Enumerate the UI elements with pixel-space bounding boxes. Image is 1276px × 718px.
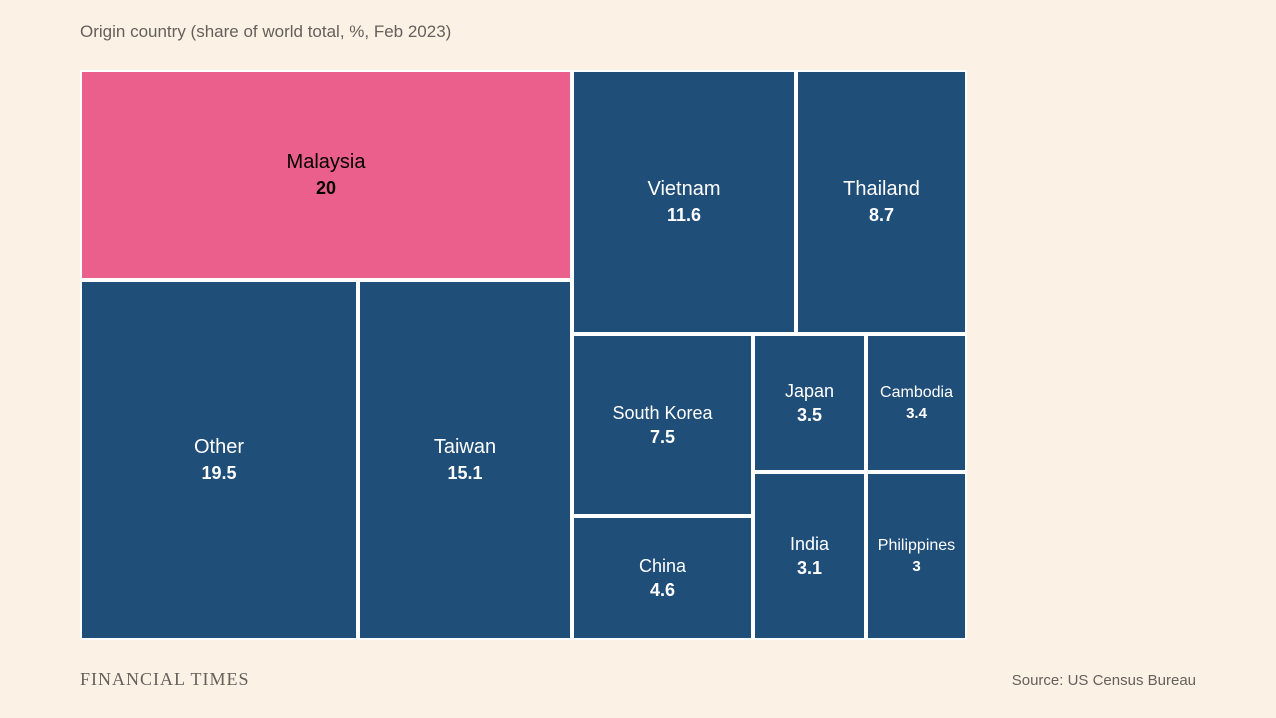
treemap-cell-value: 4.6 xyxy=(650,578,675,602)
treemap-cell-label: Philippines xyxy=(878,535,955,557)
treemap-cell-value: 8.7 xyxy=(869,203,894,227)
treemap-cell: Taiwan15.1 xyxy=(358,280,572,640)
brand-label: FINANCIAL TIMES xyxy=(80,669,250,690)
treemap-cell-label: China xyxy=(639,554,686,578)
source-label: Source: US Census Bureau xyxy=(1012,672,1196,689)
treemap-cell: Thailand8.7 xyxy=(796,70,967,334)
treemap-cell: Cambodia3.4 xyxy=(866,334,967,472)
treemap-cell: India3.1 xyxy=(753,472,866,640)
treemap-cell: Vietnam11.6 xyxy=(572,70,796,334)
treemap-cell: South Korea7.5 xyxy=(572,334,753,516)
treemap-cell-value: 3.4 xyxy=(906,404,927,424)
treemap-cell-label: Japan xyxy=(785,379,834,403)
treemap-cell: Japan3.5 xyxy=(753,334,866,472)
treemap-cell-label: Cambodia xyxy=(880,382,953,404)
treemap-cell: Malaysia20 xyxy=(80,70,572,280)
treemap-cell-label: Vietnam xyxy=(647,176,720,203)
treemap-cell-label: South Korea xyxy=(612,401,712,425)
treemap-cell-label: Thailand xyxy=(843,176,920,203)
treemap-cell-value: 20 xyxy=(316,176,336,200)
treemap-cell-label: India xyxy=(790,532,829,556)
treemap-chart: Malaysia20Other19.5Taiwan15.1Vietnam11.6… xyxy=(80,70,967,640)
page-root: Origin country (share of world total, %,… xyxy=(0,0,1276,718)
treemap-cell-label: Other xyxy=(194,434,244,461)
treemap-cell-value: 11.6 xyxy=(667,203,701,227)
treemap-cell-value: 7.5 xyxy=(650,425,675,449)
treemap-cell-label: Malaysia xyxy=(287,149,366,176)
treemap-cell-value: 3.5 xyxy=(797,403,822,427)
treemap-cell: Philippines3 xyxy=(866,472,967,640)
chart-footer: FINANCIAL TIMES Source: US Census Bureau xyxy=(80,669,1196,690)
treemap-cell: China4.6 xyxy=(572,516,753,640)
treemap-cell-value: 3 xyxy=(912,557,920,577)
treemap-cell-value: 19.5 xyxy=(201,461,236,485)
treemap-cell: Other19.5 xyxy=(80,280,358,640)
treemap-cell-label: Taiwan xyxy=(434,434,496,461)
treemap-cell-value: 15.1 xyxy=(447,461,482,485)
treemap-cell-value: 3.1 xyxy=(797,556,822,580)
chart-title: Origin country (share of world total, %,… xyxy=(80,22,1196,42)
